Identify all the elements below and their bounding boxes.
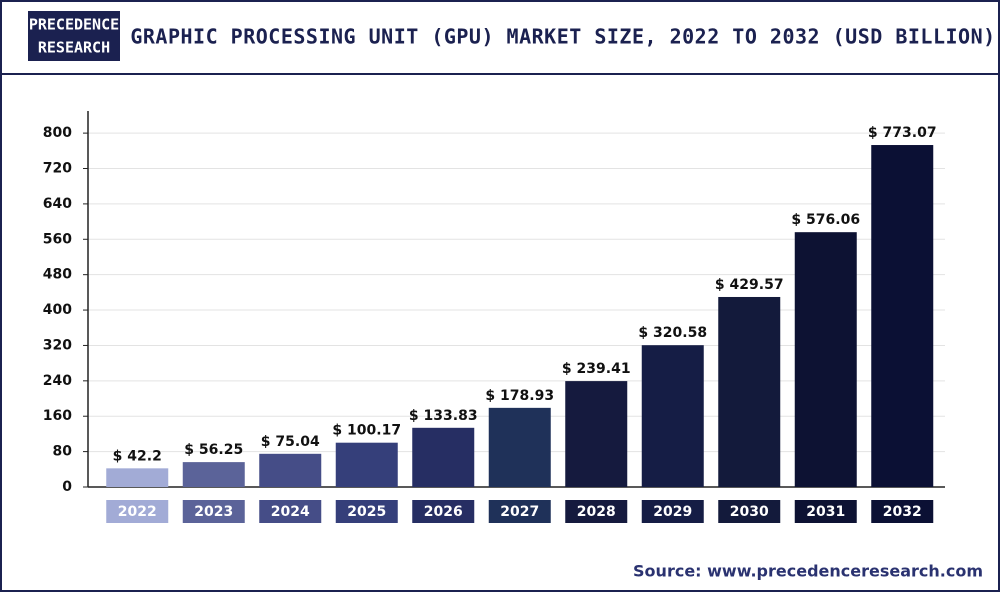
- category-box: [794, 500, 857, 523]
- category-box: [871, 500, 934, 523]
- value-label: $ 75.04: [261, 434, 320, 450]
- y-tick-label: 480: [43, 267, 72, 283]
- value-label: $ 100.17: [332, 423, 401, 439]
- chart-title: GRAPHIC PROCESSING UNIT (GPU) MARKET SIZ…: [130, 25, 995, 49]
- category-box: [718, 500, 781, 523]
- value-label: $ 429.57: [715, 277, 784, 293]
- x-tick-label: 2024: [271, 504, 310, 520]
- value-label: $ 773.07: [868, 125, 937, 141]
- logo-text: PRECEDENCE: [29, 16, 119, 34]
- x-tick-label: 2025: [347, 504, 386, 520]
- bar: [259, 453, 322, 487]
- value-label: $ 239.41: [562, 361, 631, 377]
- value-label: $ 133.83: [409, 408, 478, 424]
- category-box: [106, 500, 169, 523]
- category-box: [335, 500, 398, 523]
- y-tick-label: 400: [43, 302, 72, 318]
- category-box: [412, 500, 475, 523]
- y-tick-label: 640: [43, 196, 72, 212]
- x-tick-label: 2022: [118, 504, 157, 520]
- bar: [871, 145, 934, 487]
- x-tick-label: 2026: [424, 504, 463, 520]
- bar: [335, 442, 398, 487]
- y-tick-label: 560: [43, 231, 72, 247]
- y-tick-label: 720: [43, 161, 72, 177]
- x-tick-label: 2023: [194, 504, 233, 520]
- x-tick-label: 2029: [653, 504, 692, 520]
- bar: [412, 427, 475, 487]
- value-label: $ 576.06: [791, 212, 860, 228]
- x-tick-label: 2027: [500, 504, 539, 520]
- value-label: $ 42.2: [113, 448, 162, 464]
- category-box: [488, 500, 551, 523]
- logo-box: [28, 11, 120, 61]
- y-tick-label: 0: [62, 479, 72, 495]
- y-tick-label: 160: [43, 408, 72, 424]
- value-label: $ 320.58: [638, 325, 707, 341]
- logo-text: RESEARCH: [38, 39, 110, 57]
- x-tick-label: 2030: [730, 504, 769, 520]
- bar: [641, 345, 704, 487]
- value-label: $ 56.25: [184, 442, 243, 458]
- bar: [182, 462, 245, 487]
- x-tick-label: 2031: [806, 504, 845, 520]
- category-box: [641, 500, 704, 523]
- y-tick-label: 800: [43, 125, 72, 141]
- category-box: [565, 500, 628, 523]
- y-tick-label: 240: [43, 373, 72, 389]
- bar: [718, 296, 781, 487]
- bar: [565, 381, 628, 487]
- bar: [488, 407, 551, 487]
- bar: [106, 468, 169, 487]
- x-tick-label: 2028: [577, 504, 616, 520]
- y-tick-label: 320: [43, 337, 72, 353]
- category-box: [259, 500, 322, 523]
- source: Source: www.precedenceresearch.com: [633, 562, 983, 581]
- y-tick-label: 80: [53, 444, 73, 460]
- category-box: [182, 500, 245, 523]
- value-label: $ 178.93: [485, 388, 554, 404]
- bar: [794, 232, 857, 487]
- x-tick-label: 2032: [883, 504, 922, 520]
